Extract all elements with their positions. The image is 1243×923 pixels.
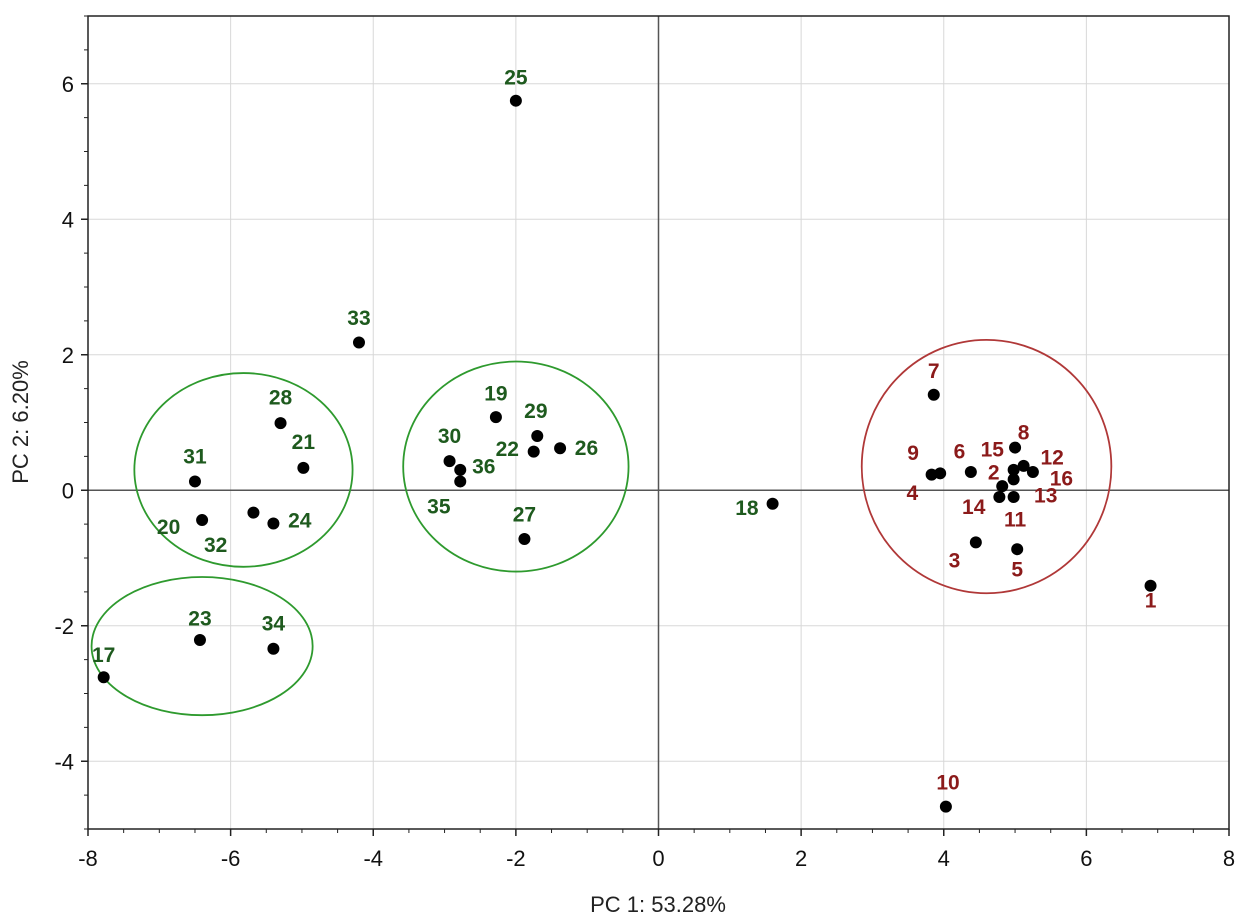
point-13 — [1007, 473, 1020, 486]
point-label-16: 16 — [1050, 468, 1073, 491]
x-tick-label: 0 — [652, 846, 664, 871]
point-label-13: 13 — [1034, 485, 1057, 508]
point-12 — [1017, 459, 1030, 472]
point-label-17: 17 — [92, 644, 115, 667]
point-11 — [1007, 491, 1020, 504]
point-label-15: 15 — [981, 439, 1005, 462]
point-label-7: 7 — [928, 360, 940, 383]
point-label-34: 34 — [262, 613, 286, 636]
point-label-33: 33 — [347, 307, 370, 330]
point-label-31: 31 — [183, 445, 207, 468]
point-27 — [518, 533, 531, 546]
x-tick-label: 6 — [1080, 846, 1092, 871]
point-label-8: 8 — [1018, 422, 1030, 445]
y-tick-label: 0 — [62, 478, 74, 503]
ellipse-green-cluster-center — [402, 360, 630, 573]
point-6 — [964, 465, 977, 478]
ellipse-green-cluster-left — [133, 372, 354, 568]
point-22 — [527, 445, 540, 458]
ellipse-green-cluster-bottom — [90, 576, 314, 717]
point-1 — [1144, 579, 1157, 592]
point-18 — [766, 497, 779, 510]
point-label-18: 18 — [735, 497, 759, 520]
point-36 — [454, 463, 467, 476]
point-label-10: 10 — [936, 771, 959, 794]
point-15 — [1007, 463, 1020, 476]
point-label-6: 6 — [954, 441, 966, 464]
point-24 — [267, 517, 280, 530]
x-tick-label: 4 — [938, 846, 950, 871]
x-tick-label: -6 — [221, 846, 241, 871]
point-label-12: 12 — [1040, 447, 1063, 470]
point-2 — [996, 480, 1009, 493]
point-label-36: 36 — [472, 456, 495, 479]
point-label-26: 26 — [575, 437, 598, 460]
y-tick-label: 6 — [62, 72, 74, 97]
point-10 — [939, 800, 952, 813]
zero-lines — [88, 16, 1229, 829]
point-label-22: 22 — [496, 438, 519, 461]
point-label-25: 25 — [504, 67, 528, 90]
y-tick-label: -4 — [54, 749, 74, 774]
y-tick-label: 4 — [62, 207, 74, 232]
point-33 — [352, 336, 365, 349]
x-tick-label: -2 — [506, 846, 526, 871]
point-label-35: 35 — [427, 496, 451, 519]
point-3 — [969, 536, 982, 549]
y-axis-title: PC 2: 6.20% — [8, 360, 33, 484]
point-label-5: 5 — [1011, 559, 1023, 582]
point-9 — [934, 467, 947, 480]
point-label-29: 29 — [524, 400, 547, 423]
point-30 — [443, 455, 456, 468]
y-tick-label: -2 — [54, 614, 74, 639]
data-points — [97, 94, 1157, 813]
point-label-11: 11 — [1004, 508, 1027, 531]
point-35 — [454, 475, 467, 488]
x-axis-title: PC 1: 53.28% — [590, 892, 726, 917]
point-20 — [196, 514, 209, 527]
point-label-19: 19 — [484, 382, 507, 405]
point-21 — [297, 461, 310, 474]
point-label-3: 3 — [949, 550, 961, 573]
y-tick-label: 2 — [62, 343, 74, 368]
point-label-2: 2 — [988, 462, 1000, 485]
point-26 — [554, 442, 567, 455]
point-label-28: 28 — [269, 386, 293, 409]
point-label-23: 23 — [188, 607, 211, 630]
point-label-20: 20 — [157, 516, 180, 539]
point-label-24: 24 — [288, 510, 312, 533]
point-7 — [927, 388, 940, 401]
x-tick-label: 8 — [1223, 846, 1235, 871]
point-14 — [993, 491, 1006, 504]
point-label-14: 14 — [962, 496, 986, 519]
x-tick-label: -4 — [363, 846, 383, 871]
point-25 — [509, 94, 522, 107]
ellipse-red-cluster — [860, 338, 1113, 595]
point-34 — [267, 642, 280, 655]
point-label-27: 27 — [513, 504, 536, 527]
point-5 — [1011, 543, 1024, 556]
point-label-30: 30 — [438, 425, 461, 448]
cluster-ellipses — [90, 338, 1113, 717]
point-29 — [531, 430, 544, 443]
point-label-4: 4 — [907, 482, 919, 505]
point-label-1: 1 — [1145, 590, 1157, 613]
point-28 — [274, 417, 287, 430]
x-tick-label: -8 — [78, 846, 98, 871]
point-label-9: 9 — [907, 442, 919, 465]
point-31 — [188, 475, 201, 488]
point-17 — [97, 671, 110, 684]
point-19 — [489, 411, 502, 424]
point-23 — [193, 633, 206, 646]
point-label-21: 21 — [292, 431, 316, 454]
point-8 — [1009, 441, 1022, 454]
point-label-32: 32 — [204, 534, 227, 557]
point-32 — [247, 506, 260, 519]
point-16 — [1026, 465, 1039, 478]
x-tick-label: 2 — [795, 846, 807, 871]
